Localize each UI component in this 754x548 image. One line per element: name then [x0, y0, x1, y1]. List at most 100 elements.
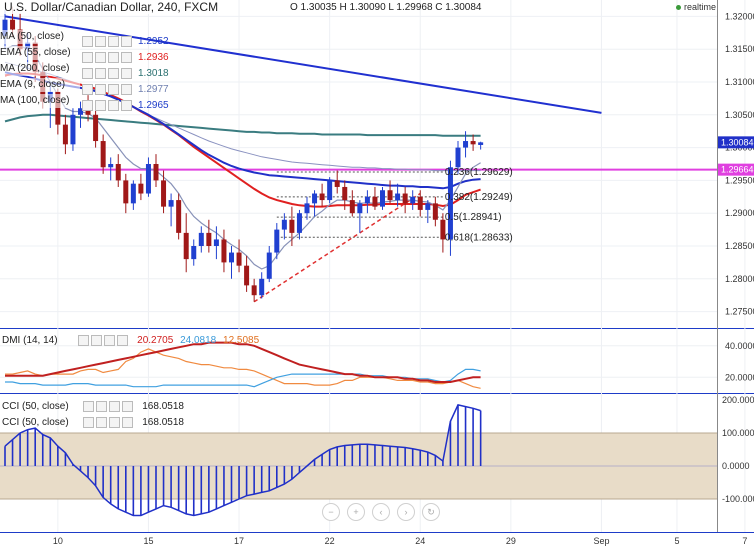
- dmi-pane: [5, 341, 481, 389]
- settings-icon[interactable]: [82, 99, 93, 111]
- cci-legend-1: CCI (50, close) 168.0518: [2, 401, 184, 412]
- settings-icon[interactable]: [82, 51, 93, 63]
- time-tick-label: 17: [234, 536, 244, 546]
- candle-body: [463, 141, 469, 148]
- close-icon[interactable]: [121, 67, 132, 79]
- cci-buttons[interactable]: [83, 417, 135, 428]
- horizontal-level-tag: [718, 163, 754, 176]
- add-icon[interactable]: [104, 335, 116, 346]
- cci-buttons[interactable]: [83, 401, 135, 412]
- legend-indicator-name[interactable]: MA (200, close): [0, 62, 80, 76]
- cci-label[interactable]: CCI (50, close): [2, 401, 69, 413]
- price-tick-label: 1.28500: [725, 241, 754, 251]
- close-icon[interactable]: [121, 99, 132, 111]
- add-icon[interactable]: [108, 67, 119, 79]
- support-trendline: [253, 192, 421, 303]
- chart-navigation: − + ‹ › ↻: [322, 502, 447, 521]
- candle-body: [432, 203, 438, 220]
- candle-body: [93, 114, 99, 142]
- add-icon[interactable]: [109, 401, 121, 412]
- cci-pane: [0, 404, 717, 517]
- settings-icon[interactable]: [82, 83, 93, 95]
- close-icon[interactable]: [121, 51, 132, 63]
- candle-body: [327, 180, 333, 201]
- close-icon[interactable]: [122, 417, 134, 428]
- cci-tick-label: 0.0000: [722, 461, 750, 471]
- legend-indicator-name[interactable]: EMA (9, close): [0, 78, 80, 92]
- close-icon[interactable]: [122, 401, 134, 412]
- candle-body: [115, 164, 121, 181]
- zoom-out-icon[interactable]: −: [322, 503, 340, 521]
- candle-body: [176, 200, 182, 233]
- candle-body: [425, 203, 431, 210]
- hide-icon[interactable]: [96, 401, 108, 412]
- candle-body: [244, 265, 250, 286]
- hide-icon[interactable]: [91, 335, 103, 346]
- fib-level-label: 0.618(1.28633): [445, 232, 513, 243]
- add-icon[interactable]: [108, 99, 119, 111]
- legend-indicator-name[interactable]: MA (50, close): [0, 30, 80, 44]
- add-icon[interactable]: [108, 51, 119, 63]
- legend-buttons[interactable]: [82, 35, 134, 49]
- price-tick-label: 1.29500: [725, 175, 754, 185]
- legend-buttons[interactable]: [82, 83, 134, 97]
- legend-buttons[interactable]: [82, 99, 134, 113]
- candle-body: [236, 252, 242, 266]
- settings-icon[interactable]: [82, 67, 93, 79]
- scroll-left-icon[interactable]: ‹: [372, 503, 390, 521]
- hide-icon[interactable]: [95, 35, 106, 47]
- last-price-label: 1.30084: [721, 137, 754, 147]
- hide-icon[interactable]: [95, 51, 106, 63]
- status-dot-icon: [676, 5, 681, 11]
- legend-buttons[interactable]: [82, 67, 134, 81]
- hide-icon[interactable]: [95, 99, 106, 111]
- add-icon[interactable]: [108, 83, 119, 95]
- settings-icon[interactable]: [78, 335, 90, 346]
- realtime-indicator: realtime: [676, 2, 716, 12]
- settings-icon[interactable]: [83, 401, 95, 412]
- hide-icon[interactable]: [95, 83, 106, 95]
- candle-body: [402, 193, 408, 204]
- add-icon[interactable]: [108, 35, 119, 47]
- settings-icon[interactable]: [82, 35, 93, 47]
- close-icon[interactable]: [121, 83, 132, 95]
- hide-icon[interactable]: [96, 417, 108, 428]
- candle-body: [357, 203, 363, 214]
- close-icon[interactable]: [121, 35, 132, 47]
- zoom-in-icon[interactable]: +: [347, 503, 365, 521]
- scroll-right-icon[interactable]: ›: [397, 503, 415, 521]
- candle-body: [153, 164, 159, 181]
- candle-body: [410, 196, 416, 204]
- candle-body: [440, 219, 446, 240]
- cci-label[interactable]: CCI (50, close): [2, 417, 69, 429]
- candle-body: [198, 232, 204, 246]
- reset-icon[interactable]: ↻: [422, 503, 440, 521]
- candle-body: [123, 180, 129, 204]
- legend-buttons[interactable]: [82, 51, 134, 65]
- legend-indicator-value: 1.2965: [138, 100, 169, 111]
- candle-body: [470, 141, 476, 145]
- symbol-title[interactable]: U.S. Dollar/Canadian Dollar, 240, FXCM: [4, 0, 219, 14]
- fib-level-label: 0.5(1.28941): [445, 212, 502, 223]
- close-icon[interactable]: [117, 335, 129, 346]
- legend-indicator-name[interactable]: MA (100, close): [0, 94, 80, 108]
- candle-body: [395, 193, 401, 201]
- candle-body: [342, 186, 348, 201]
- candle-body: [206, 232, 212, 246]
- candle-body: [380, 190, 385, 207]
- legend-row: MA (100, close) 1.2965: [0, 94, 169, 111]
- dmi-buttons[interactable]: [78, 335, 130, 346]
- dmi-tick-label: 40.0000: [725, 341, 754, 351]
- dmi-label[interactable]: DMI (14, 14): [2, 335, 58, 347]
- add-icon[interactable]: [109, 417, 121, 428]
- price-tick-label: 1.28000: [725, 274, 754, 284]
- cci-value: 168.0518: [142, 401, 184, 413]
- candle-body: [2, 19, 8, 37]
- cci-line: [4, 404, 481, 517]
- hide-icon[interactable]: [95, 67, 106, 79]
- ma200-line: [4, 113, 481, 137]
- cci-tick-label: -100.0000: [722, 494, 754, 504]
- legend-indicator-name[interactable]: EMA (55, close): [0, 46, 80, 60]
- settings-icon[interactable]: [83, 417, 95, 428]
